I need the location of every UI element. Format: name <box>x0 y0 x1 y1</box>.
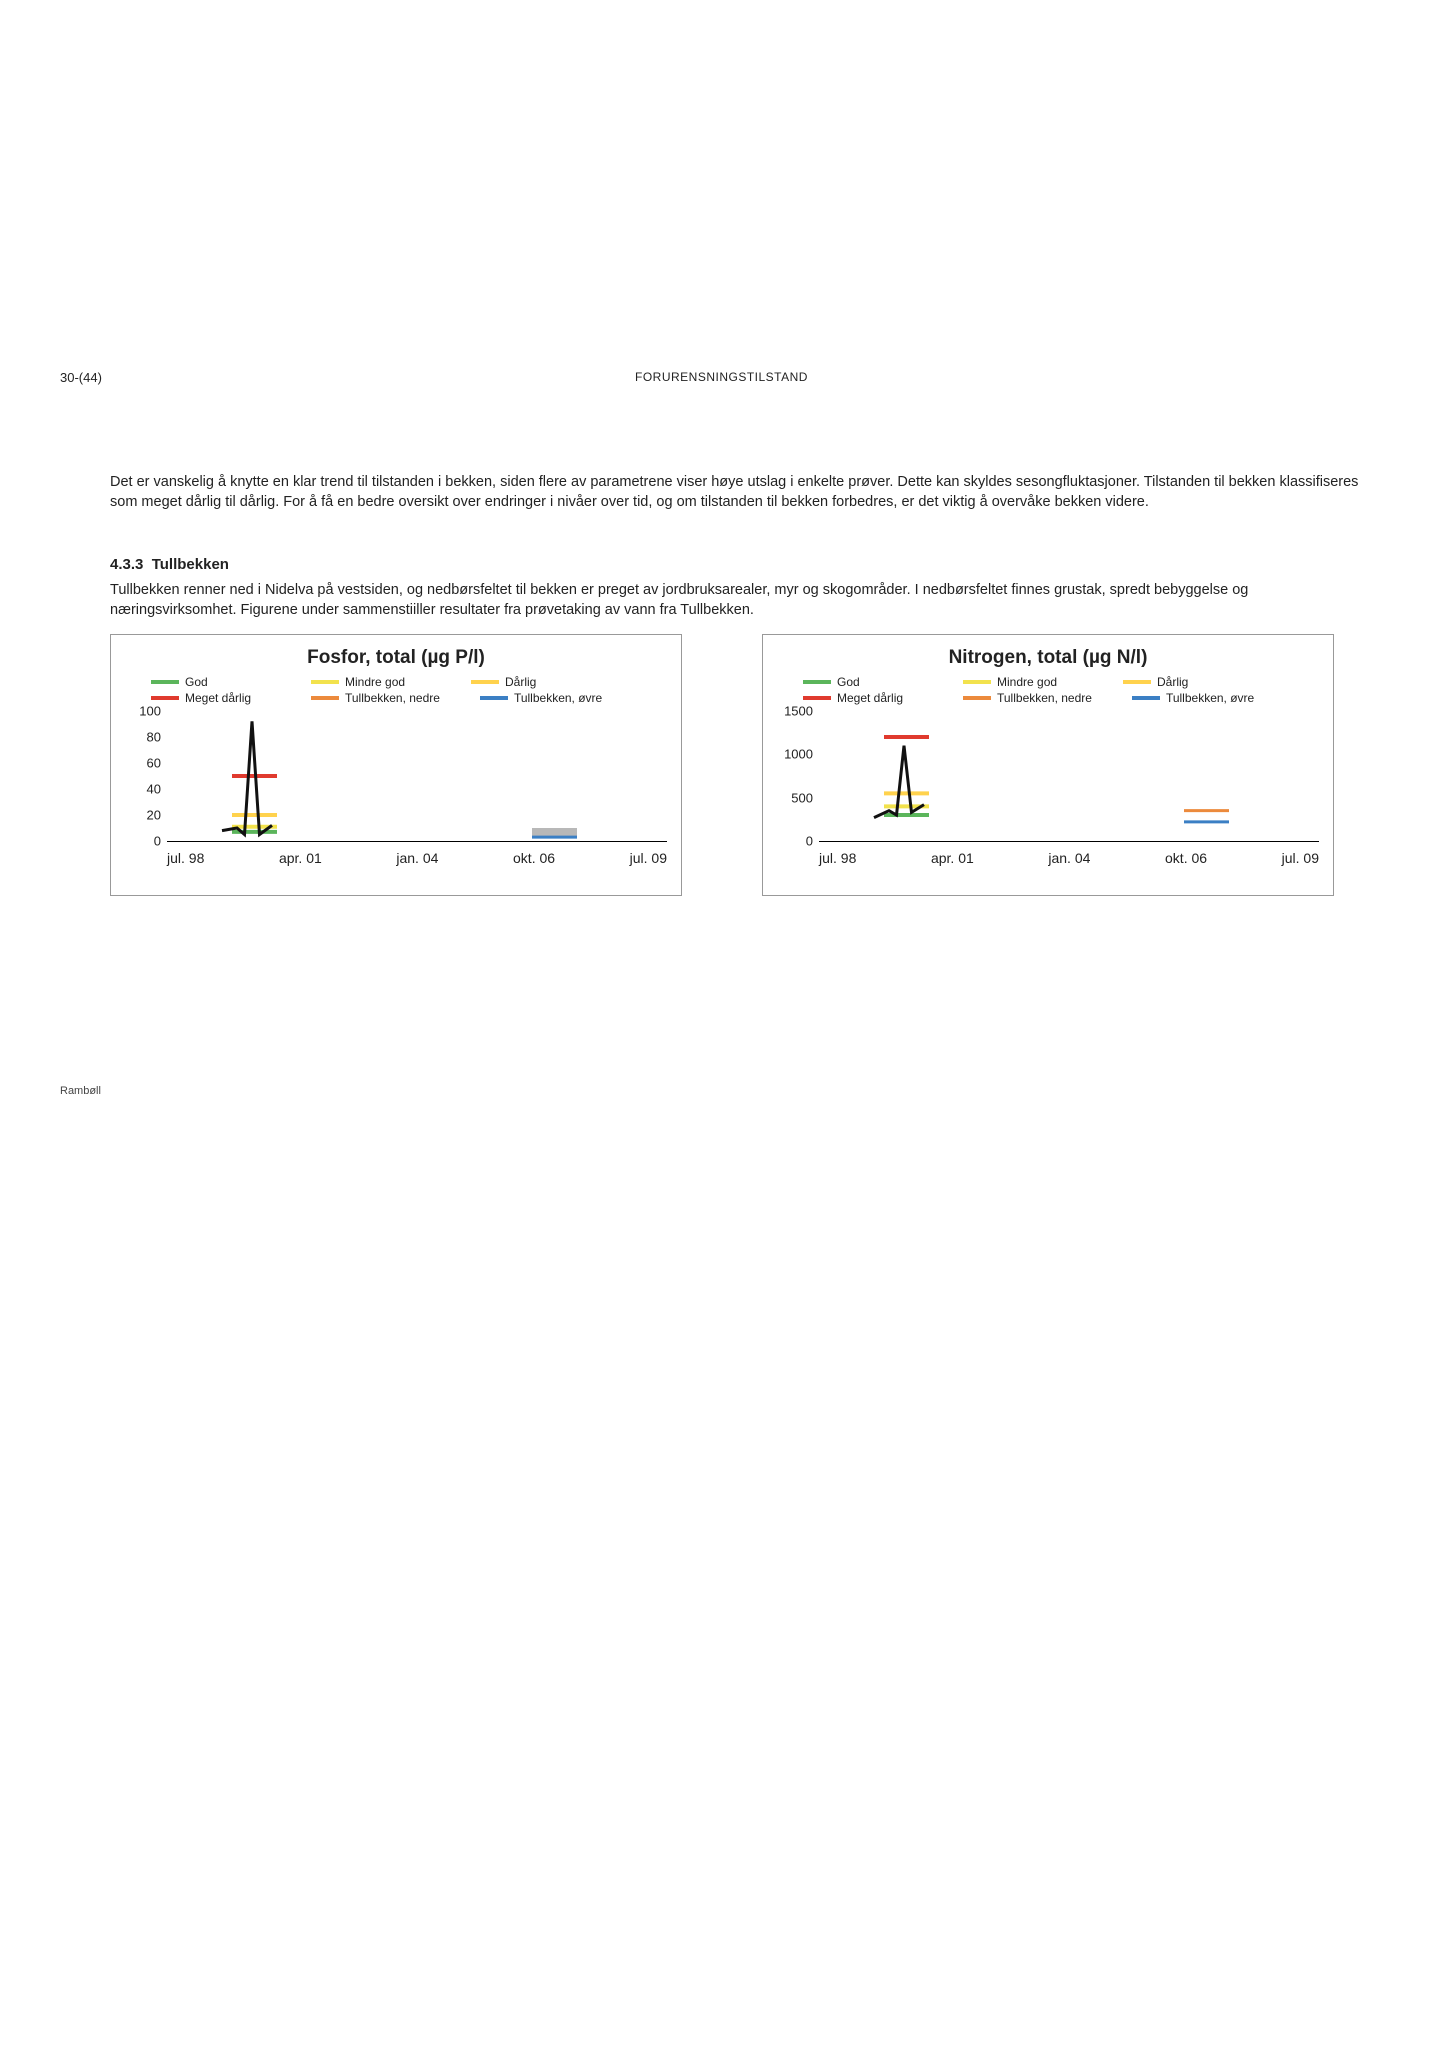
y-tick-label: 0 <box>127 834 161 849</box>
chart-title: Fosfor, total (µg P/l) <box>121 647 671 669</box>
y-tick-label: 20 <box>127 808 161 823</box>
legend-label: Tullbekken, øvre <box>1166 691 1254 705</box>
legend-label: Meget dårlig <box>185 691 251 705</box>
swatch-god <box>803 680 831 684</box>
chart-legend: God Mindre god Dårlig Meget dårlig Tullb… <box>151 675 671 705</box>
chart-fosfor: Fosfor, total (µg P/l) God Mindre god Då… <box>110 634 682 896</box>
swatch-mindre-god <box>311 680 339 684</box>
header-section-title: FORURENSNINGSTILSTAND <box>635 370 808 384</box>
y-tick-label: 1000 <box>779 747 813 762</box>
swatch-nedre <box>311 696 339 700</box>
legend-label: Tullbekken, nedre <box>345 691 440 705</box>
legend-label: God <box>837 675 860 689</box>
swatch-god <box>151 680 179 684</box>
x-tick-label: apr. 01 <box>279 850 322 866</box>
x-tick-label: jan. 04 <box>396 850 438 866</box>
chart-plot-area: 050010001500 <box>819 711 1319 842</box>
chart-x-axis: jul. 98 apr. 01 jan. 04 okt. 06 jul. 09 <box>819 850 1319 866</box>
swatch-darlig <box>1123 680 1151 684</box>
page-number: 30-(44) <box>60 370 102 385</box>
legend-label: God <box>185 675 208 689</box>
legend-label: Mindre god <box>345 675 405 689</box>
chart-nitrogen: Nitrogen, total (µg N/l) God Mindre god … <box>762 634 1334 896</box>
section-paragraph: Tullbekken renner ned i Nidelva på vests… <box>110 580 1370 621</box>
y-tick-label: 0 <box>779 834 813 849</box>
x-tick-label: apr. 01 <box>931 850 974 866</box>
y-tick-label: 100 <box>127 704 161 719</box>
legend-label: Mindre god <box>997 675 1057 689</box>
charts-row: Fosfor, total (µg P/l) God Mindre god Då… <box>110 634 1370 896</box>
legend-label: Meget dårlig <box>837 691 903 705</box>
legend-label: Dårlig <box>505 675 536 689</box>
swatch-mindre-god <box>963 680 991 684</box>
swatch-ovre <box>1132 696 1160 700</box>
chart-x-axis: jul. 98 apr. 01 jan. 04 okt. 06 jul. 09 <box>167 850 667 866</box>
chart-legend: God Mindre god Dårlig Meget dårlig Tullb… <box>803 675 1323 705</box>
x-tick-label: jul. 09 <box>630 850 667 866</box>
y-tick-label: 60 <box>127 756 161 771</box>
x-tick-label: okt. 06 <box>1165 850 1207 866</box>
y-tick-label: 1500 <box>779 704 813 719</box>
legend-label: Tullbekken, øvre <box>514 691 602 705</box>
x-tick-label: jul. 98 <box>819 850 856 866</box>
x-tick-label: jan. 04 <box>1048 850 1090 866</box>
y-tick-label: 500 <box>779 790 813 805</box>
swatch-meget-darlig <box>151 696 179 700</box>
x-tick-label: jul. 09 <box>1282 850 1319 866</box>
paragraph-1: Det er vanskelig å knytte en klar trend … <box>110 472 1370 513</box>
swatch-nedre <box>963 696 991 700</box>
section-heading: 4.3.3 Tullbekken <box>110 556 229 573</box>
swatch-ovre <box>480 696 508 700</box>
swatch-meget-darlig <box>803 696 831 700</box>
chart-plot-area: 020406080100 <box>167 711 667 842</box>
x-tick-label: okt. 06 <box>513 850 555 866</box>
swatch-darlig <box>471 680 499 684</box>
y-tick-label: 80 <box>127 730 161 745</box>
y-tick-label: 40 <box>127 782 161 797</box>
x-tick-label: jul. 98 <box>167 850 204 866</box>
footer-brand: Rambøll <box>60 1085 101 1097</box>
legend-label: Tullbekken, nedre <box>997 691 1092 705</box>
chart-title: Nitrogen, total (µg N/l) <box>773 647 1323 669</box>
legend-label: Dårlig <box>1157 675 1188 689</box>
section-title: Tullbekken <box>152 556 229 573</box>
section-number: 4.3.3 <box>110 556 143 573</box>
